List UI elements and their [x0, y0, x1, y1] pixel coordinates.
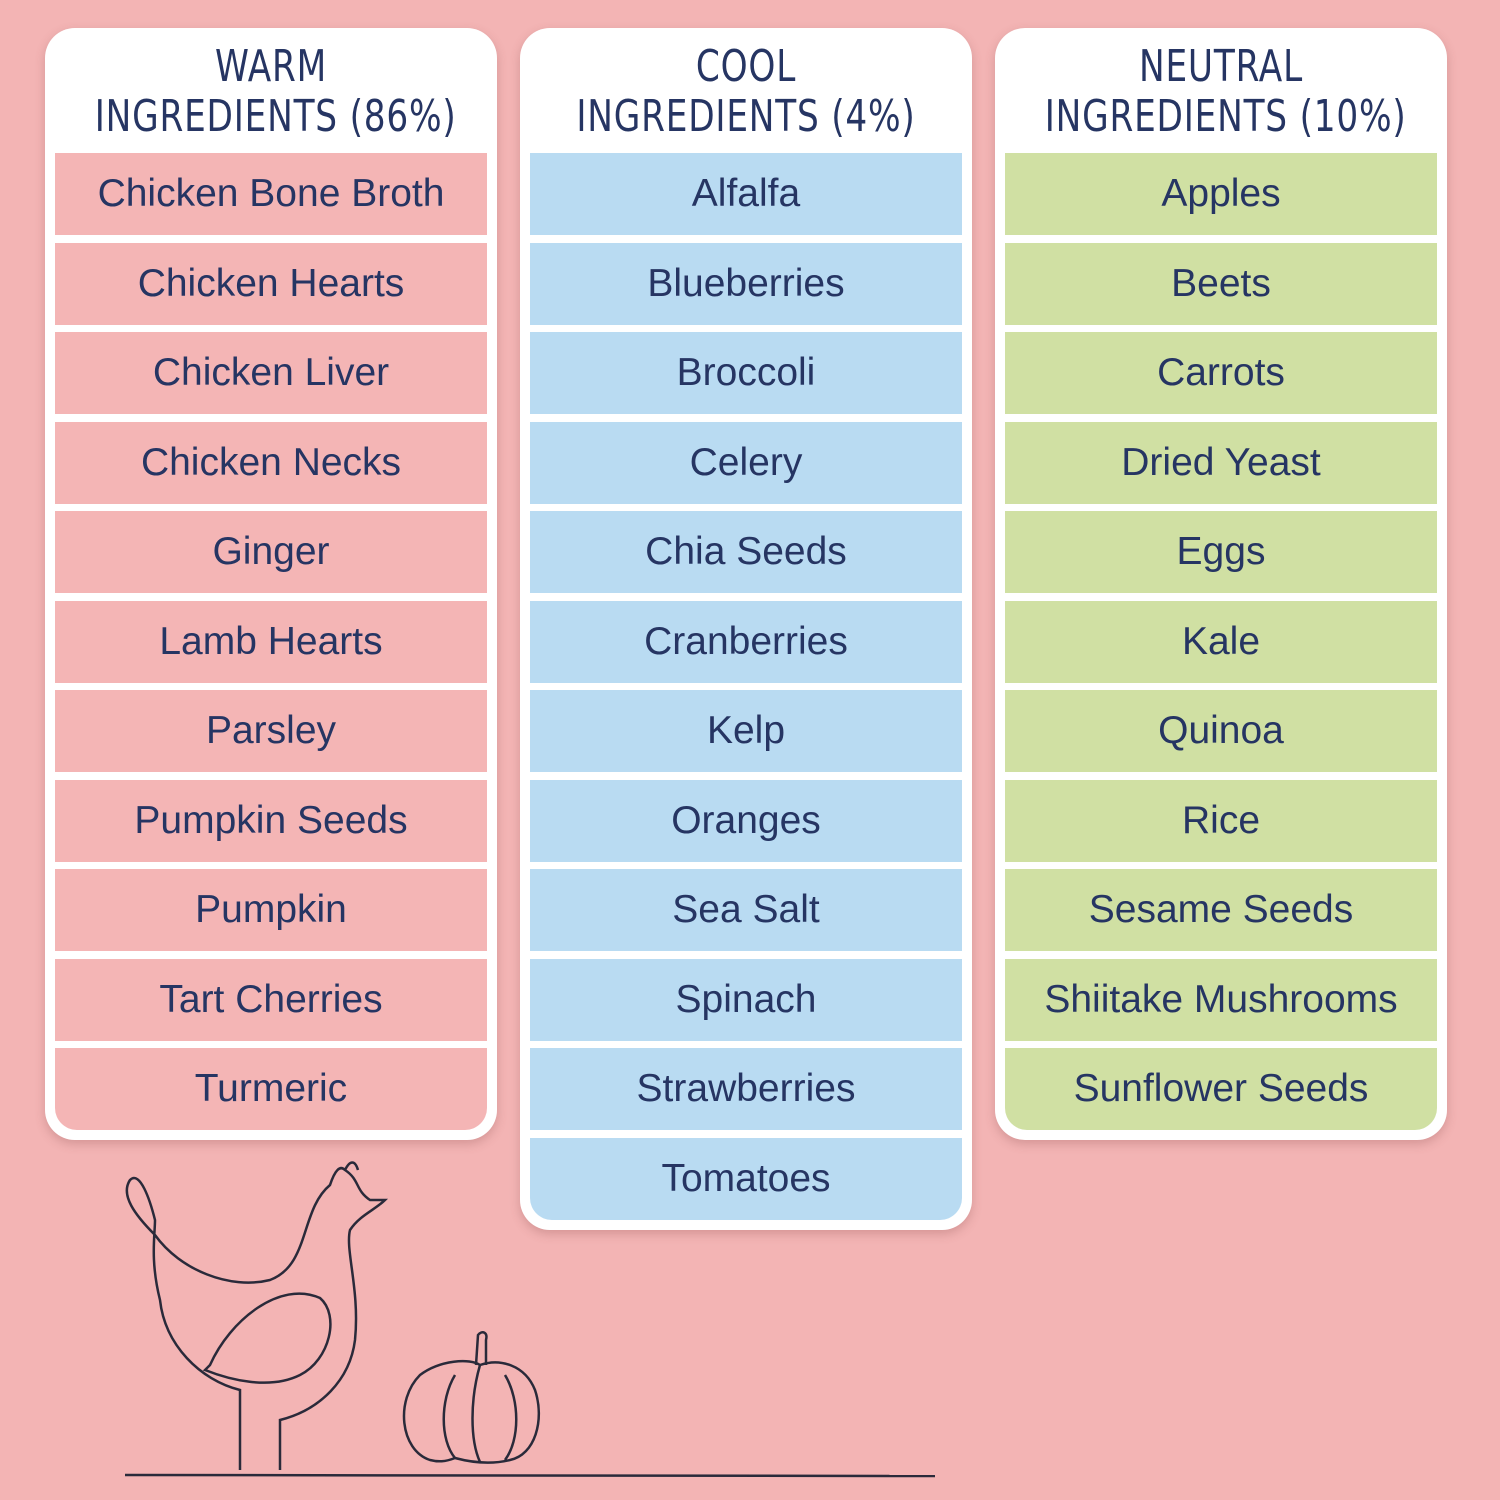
ingredient-row: Pumpkin — [55, 869, 487, 951]
ingredient-row: Tomatoes — [530, 1137, 962, 1220]
ingredient-row: Quinoa — [1005, 690, 1437, 772]
ingredient-row: Turmeric — [55, 1048, 487, 1130]
ingredient-row: Pumpkin Seeds — [55, 779, 487, 862]
ingredient-row: Sea Salt — [530, 869, 962, 951]
title-line: NEUTRAL — [1139, 41, 1303, 92]
ingredient-row: Eggs — [1005, 511, 1437, 593]
title-line: INGREDIENTS (10%) — [1044, 91, 1407, 142]
ingredient-row: Chia Seeds — [530, 511, 962, 593]
ingredient-row: Lamb Hearts — [55, 600, 487, 683]
ingredient-row: Dried Yeast — [1005, 421, 1437, 504]
column-card: COOL INGREDIENTS (4%) Alfalfa Blueberries Br… — [520, 28, 972, 1230]
ingredient-row: Tart Cherries — [55, 958, 487, 1041]
ingredient-row: Apples — [1005, 153, 1437, 235]
title-line: COOL — [695, 41, 797, 92]
ingredient-row: Shiitake Mushrooms — [1005, 958, 1437, 1041]
ingredient-row: Chicken Liver — [55, 332, 487, 414]
ingredient-row: Celery — [530, 421, 962, 504]
ingredient-row: Ginger — [55, 511, 487, 593]
ingredient-row: Beets — [1005, 242, 1437, 325]
ingredient-row: Sunflower Seeds — [1005, 1048, 1437, 1130]
column-card: NEUTRAL INGREDIENTS (10%) Apples Beets Carro… — [995, 28, 1447, 1140]
hen-pumpkin-drawing — [124, 1161, 936, 1478]
ingredient-row: Chicken Hearts — [55, 242, 487, 325]
ingredient-row: Sesame Seeds — [1005, 869, 1437, 951]
ingredient-row: Chicken Bone Broth — [55, 153, 487, 235]
ingredient-row: Rice — [1005, 779, 1437, 862]
ingredient-row: Blueberries — [530, 242, 962, 325]
ingredient-row: Strawberries — [530, 1048, 962, 1130]
ingredient-row: Spinach — [530, 958, 962, 1041]
ingredient-row: Oranges — [530, 779, 962, 862]
ingredient-row: Carrots — [1005, 332, 1437, 414]
title-line: INGREDIENTS (86%) — [94, 91, 457, 142]
column-title: NEUTRAL INGREDIENTS (10%) — [995, 42, 1447, 142]
ingredient-row: Parsley — [55, 690, 487, 772]
ingredient-row: Chicken Necks — [55, 421, 487, 504]
column-card: WARM INGREDIENTS (86%) Chicken Bone Broth C… — [45, 28, 497, 1140]
column-title: COOL INGREDIENTS (4%) — [520, 42, 972, 142]
ingredient-row: Kelp — [530, 690, 962, 772]
ingredient-row: Alfalfa — [530, 153, 962, 235]
column-title: WARM INGREDIENTS (86%) — [45, 42, 497, 142]
ingredient-row: Cranberries — [530, 600, 962, 683]
ingredient-row: Broccoli — [530, 332, 962, 414]
title-line: INGREDIENTS (4%) — [576, 91, 916, 142]
ingredient-row: Kale — [1005, 600, 1437, 683]
title-line: WARM — [214, 41, 328, 92]
